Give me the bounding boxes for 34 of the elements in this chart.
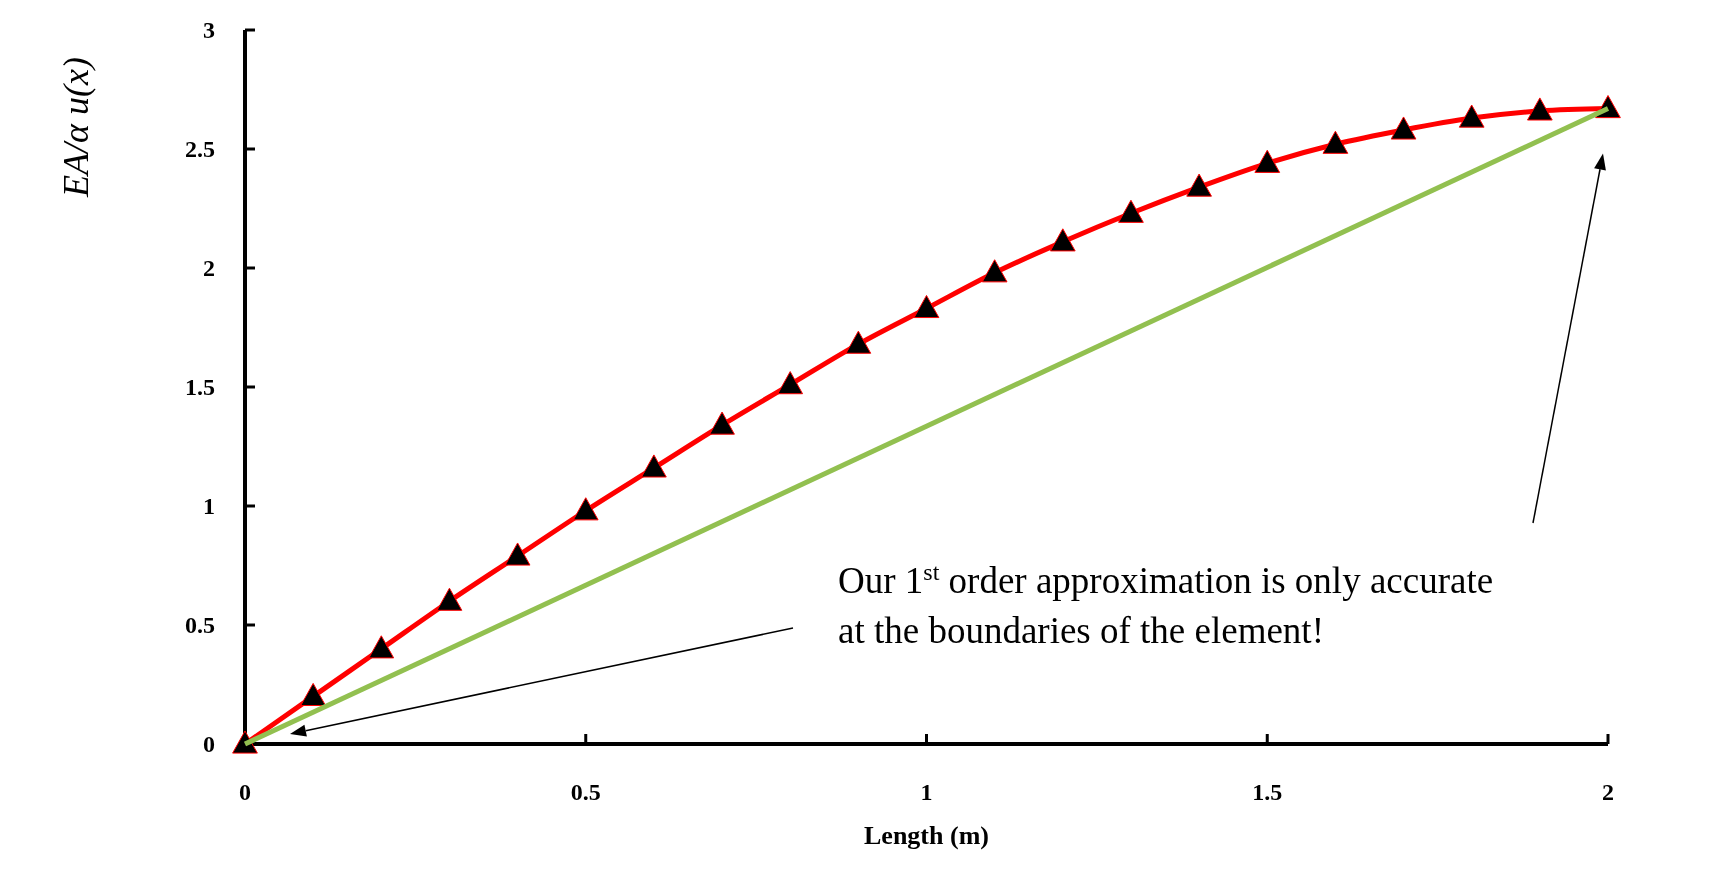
point <box>641 454 667 478</box>
point <box>300 682 326 706</box>
x-tick-label: 1.5 <box>1252 779 1283 805</box>
point <box>1527 97 1553 121</box>
point <box>913 294 940 319</box>
point <box>1049 228 1076 252</box>
x-tick-label: 0.5 <box>570 779 601 805</box>
x-tick-label: 2 <box>1602 779 1614 805</box>
point <box>504 542 531 566</box>
y-tick-label: 2 <box>203 255 215 282</box>
point <box>1390 116 1417 140</box>
point <box>1322 130 1349 154</box>
x-axis-title: Length (m) <box>864 821 989 850</box>
point <box>1186 173 1212 197</box>
y-tick-label: 3 <box>203 17 215 44</box>
x-tick-label: 0 <box>239 779 251 805</box>
y-tick-label: 1.5 <box>185 374 215 401</box>
annotation: Our 1$^{st}$ order approximation is only accurate at the boundaries of the element! <box>838 559 1494 651</box>
x-tick-label: 1 <box>920 779 933 805</box>
point <box>436 587 463 611</box>
point <box>709 411 735 435</box>
point <box>572 497 599 521</box>
point <box>1458 104 1485 128</box>
y-tick-label: 0.5 <box>185 612 215 639</box>
point <box>1118 199 1144 223</box>
point <box>1254 149 1281 173</box>
y-tick-label: 2.5 <box>185 136 215 163</box>
point <box>845 330 872 354</box>
point <box>368 635 395 659</box>
y-tick-label: 1 <box>203 493 215 520</box>
y-axis-title: EA/α u(x) <box>56 57 96 198</box>
point <box>777 371 804 395</box>
point <box>981 259 1008 283</box>
y-tick-label: 0 <box>203 731 215 758</box>
